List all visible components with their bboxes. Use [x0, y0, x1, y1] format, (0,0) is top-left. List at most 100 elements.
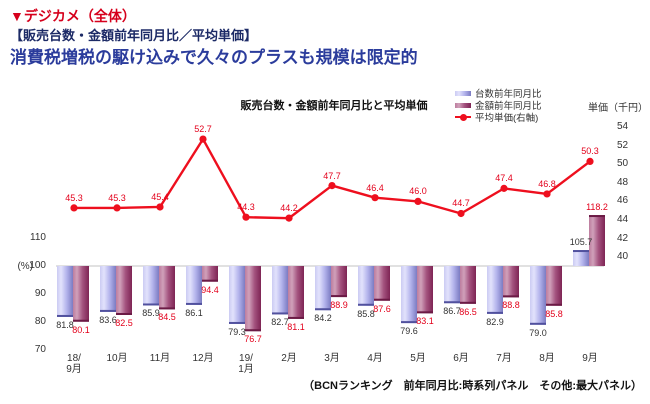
amount-bar-cap [116, 313, 132, 315]
price-point [586, 157, 594, 166]
section-label: ▼デジカメ（全体） [10, 8, 136, 24]
units-bar-cap [358, 303, 374, 306]
amount-value-label: 82.5 [115, 318, 133, 328]
units-bar [358, 266, 374, 306]
right-axis-unit-label: 単価（千円） [588, 103, 648, 114]
price-point [285, 214, 293, 222]
units-bar [143, 266, 159, 306]
legend-label: 平均単価(右軸) [475, 113, 539, 124]
price-point [414, 197, 422, 205]
amount-value-label: 86.5 [459, 306, 477, 317]
amount-bar-cap [460, 301, 476, 304]
units-bar-cap [186, 302, 202, 305]
price-value-label: 45.3 [65, 192, 83, 203]
amount-bar [245, 266, 261, 332]
month-label: 9月 [582, 353, 598, 364]
month-label: 5月 [410, 353, 426, 364]
right-axis-tick: 50 [617, 158, 629, 170]
price-value-label: 46.8 [538, 178, 556, 189]
units-bar-cap [57, 314, 73, 317]
units-bar [315, 266, 331, 311]
month-label: 19/ 1月 [238, 353, 254, 375]
headline: 消費税増税の駆け込みで久々のプラスも規模は限定的 [10, 48, 418, 67]
price-value-label: 44.2 [280, 203, 298, 214]
amount-value-label: 88.9 [330, 300, 348, 311]
left-axis-tick: 90 [34, 288, 46, 299]
amount-bar [503, 266, 519, 298]
right-axis-tick: 52 [617, 139, 629, 151]
left-axis-tick: 110 [30, 232, 46, 243]
price-value-label: 45.4 [151, 191, 169, 202]
units-value-label: 84.2 [314, 313, 332, 324]
units-bar [573, 250, 589, 266]
month-label: 3月 [324, 353, 340, 364]
price-point [242, 213, 250, 221]
units-bar-cap [143, 303, 159, 306]
units-value-label: 81.8 [56, 319, 74, 330]
price-line-swatch-icon [455, 113, 471, 120]
units-value-label: 82.9 [486, 316, 504, 327]
amount-bar-swatch-icon [455, 102, 471, 108]
amount-bar [202, 266, 218, 282]
units-value-label: 79.3 [228, 326, 246, 337]
right-axis-tick: 48 [617, 176, 629, 188]
units-bar-cap [573, 250, 589, 253]
month-label: 12月 [192, 353, 214, 364]
month-label: 18/ 9月 [66, 353, 82, 375]
left-axis-tick: 80 [34, 316, 46, 327]
price-value-label: 45.3 [108, 192, 126, 203]
amount-bar-cap [288, 316, 304, 319]
price-value-label: 44.3 [237, 202, 255, 213]
report-subtitle: 【販売台数・金額前年同月比／平均単価】 [10, 28, 258, 43]
units-bar-cap [272, 312, 288, 315]
price-value-label: 44.7 [452, 198, 470, 209]
units-value-label: 83.6 [99, 314, 117, 325]
amount-bar-cap [245, 329, 261, 332]
units-bar [186, 266, 202, 305]
price-value-label: 47.7 [323, 170, 341, 181]
amount-value-label: 118.2 [586, 202, 608, 213]
price-point [371, 194, 379, 202]
month-label: 10月 [106, 353, 128, 364]
right-axis-tick: 40 [617, 251, 629, 263]
price-point [457, 209, 465, 218]
units-bar [401, 266, 417, 324]
price-point [328, 181, 336, 190]
amount-bar [589, 215, 605, 266]
units-bar [100, 266, 116, 312]
right-axis-tick: 54 [617, 121, 629, 132]
amount-bar-cap [503, 295, 519, 298]
units-value-label: 85.9 [142, 308, 160, 319]
units-bar-cap [444, 301, 460, 304]
units-bar-cap [229, 321, 245, 324]
amount-bar [460, 266, 476, 304]
amount-bar [73, 266, 89, 322]
month-label: 8月 [539, 353, 555, 364]
amount-bar [331, 266, 347, 298]
units-bar [229, 266, 245, 324]
price-value-label: 46.0 [409, 186, 427, 197]
right-axis-tick: 46 [617, 195, 629, 207]
price-point [500, 184, 508, 192]
amount-bar [288, 266, 304, 319]
units-value-label: 85.8 [357, 308, 375, 319]
month-label: 6月 [453, 353, 469, 364]
amount-value-label: 87.6 [373, 303, 391, 314]
price-value-label: 47.4 [495, 173, 513, 184]
amount-value-label: 83.1 [416, 316, 434, 327]
price-point [199, 135, 207, 143]
units-bar-cap [530, 322, 546, 325]
amount-bar-cap [546, 303, 562, 306]
amount-value-label: 88.8 [502, 300, 520, 311]
month-label: 4月 [367, 353, 383, 364]
price-point [156, 203, 164, 211]
amount-bar-cap [417, 311, 433, 314]
price-value-label: 52.7 [194, 124, 212, 135]
left-axis-tick: 100 [29, 260, 46, 271]
price-value-label: 46.4 [366, 182, 384, 193]
legend-label: 金額前年同月比 [475, 101, 542, 112]
amount-value-label: 94.4 [201, 284, 219, 295]
month-label: 2月 [281, 353, 297, 364]
amount-bar [546, 266, 562, 306]
